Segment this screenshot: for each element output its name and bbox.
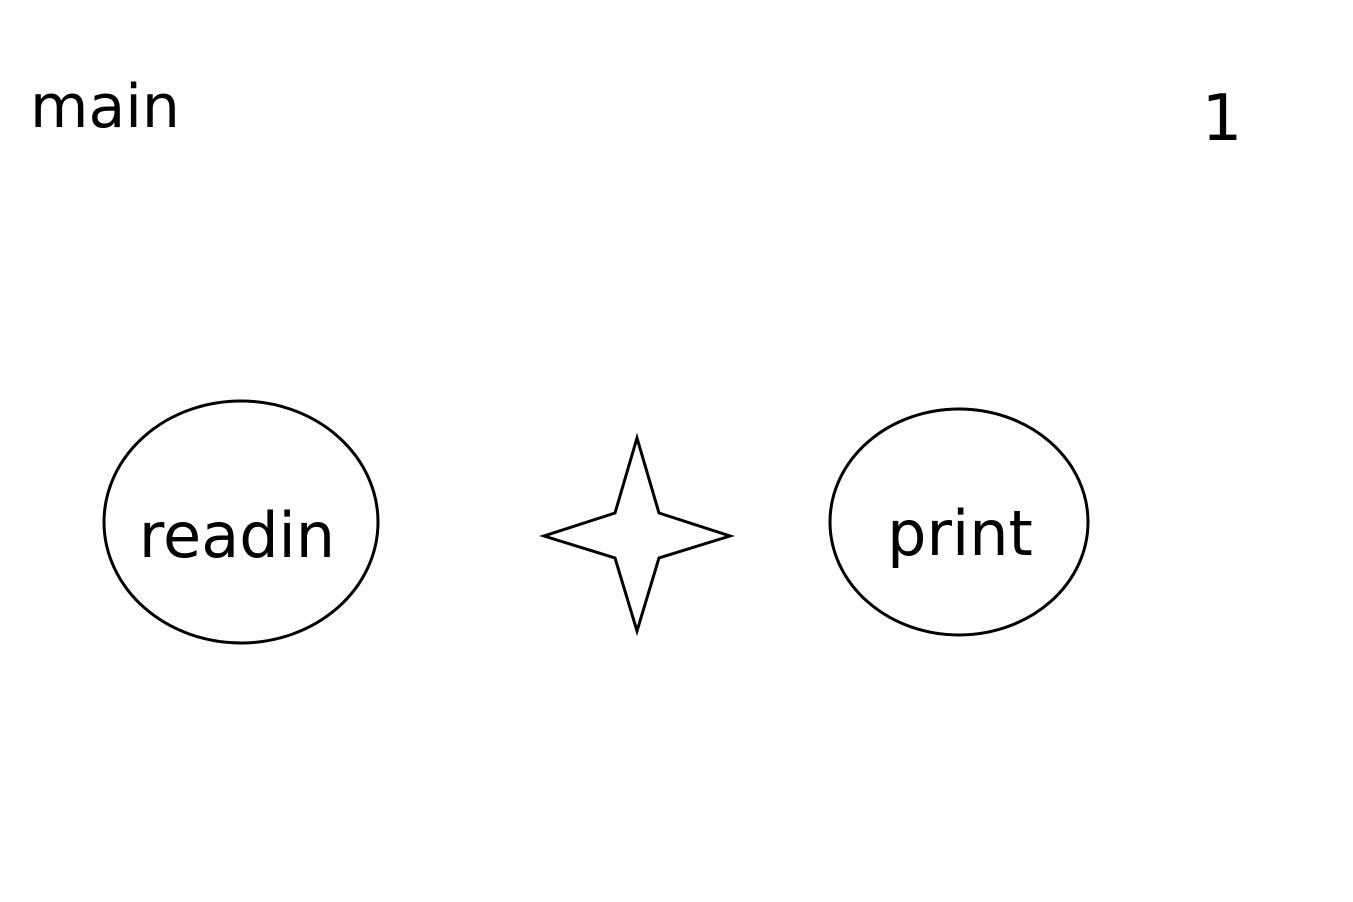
- node-readin[interactable]: readin: [102, 399, 380, 645]
- node-print[interactable]: print: [828, 407, 1090, 637]
- node-readin-ellipse: [102, 399, 380, 645]
- node-print-ellipse: [828, 407, 1090, 637]
- diagram-title: main: [30, 72, 180, 142]
- node-readin-label: readin: [139, 499, 335, 572]
- four-point-star-icon: [539, 432, 735, 637]
- node-star[interactable]: [539, 432, 735, 637]
- page-number: 1: [1202, 82, 1243, 156]
- node-print-label: print: [887, 497, 1033, 570]
